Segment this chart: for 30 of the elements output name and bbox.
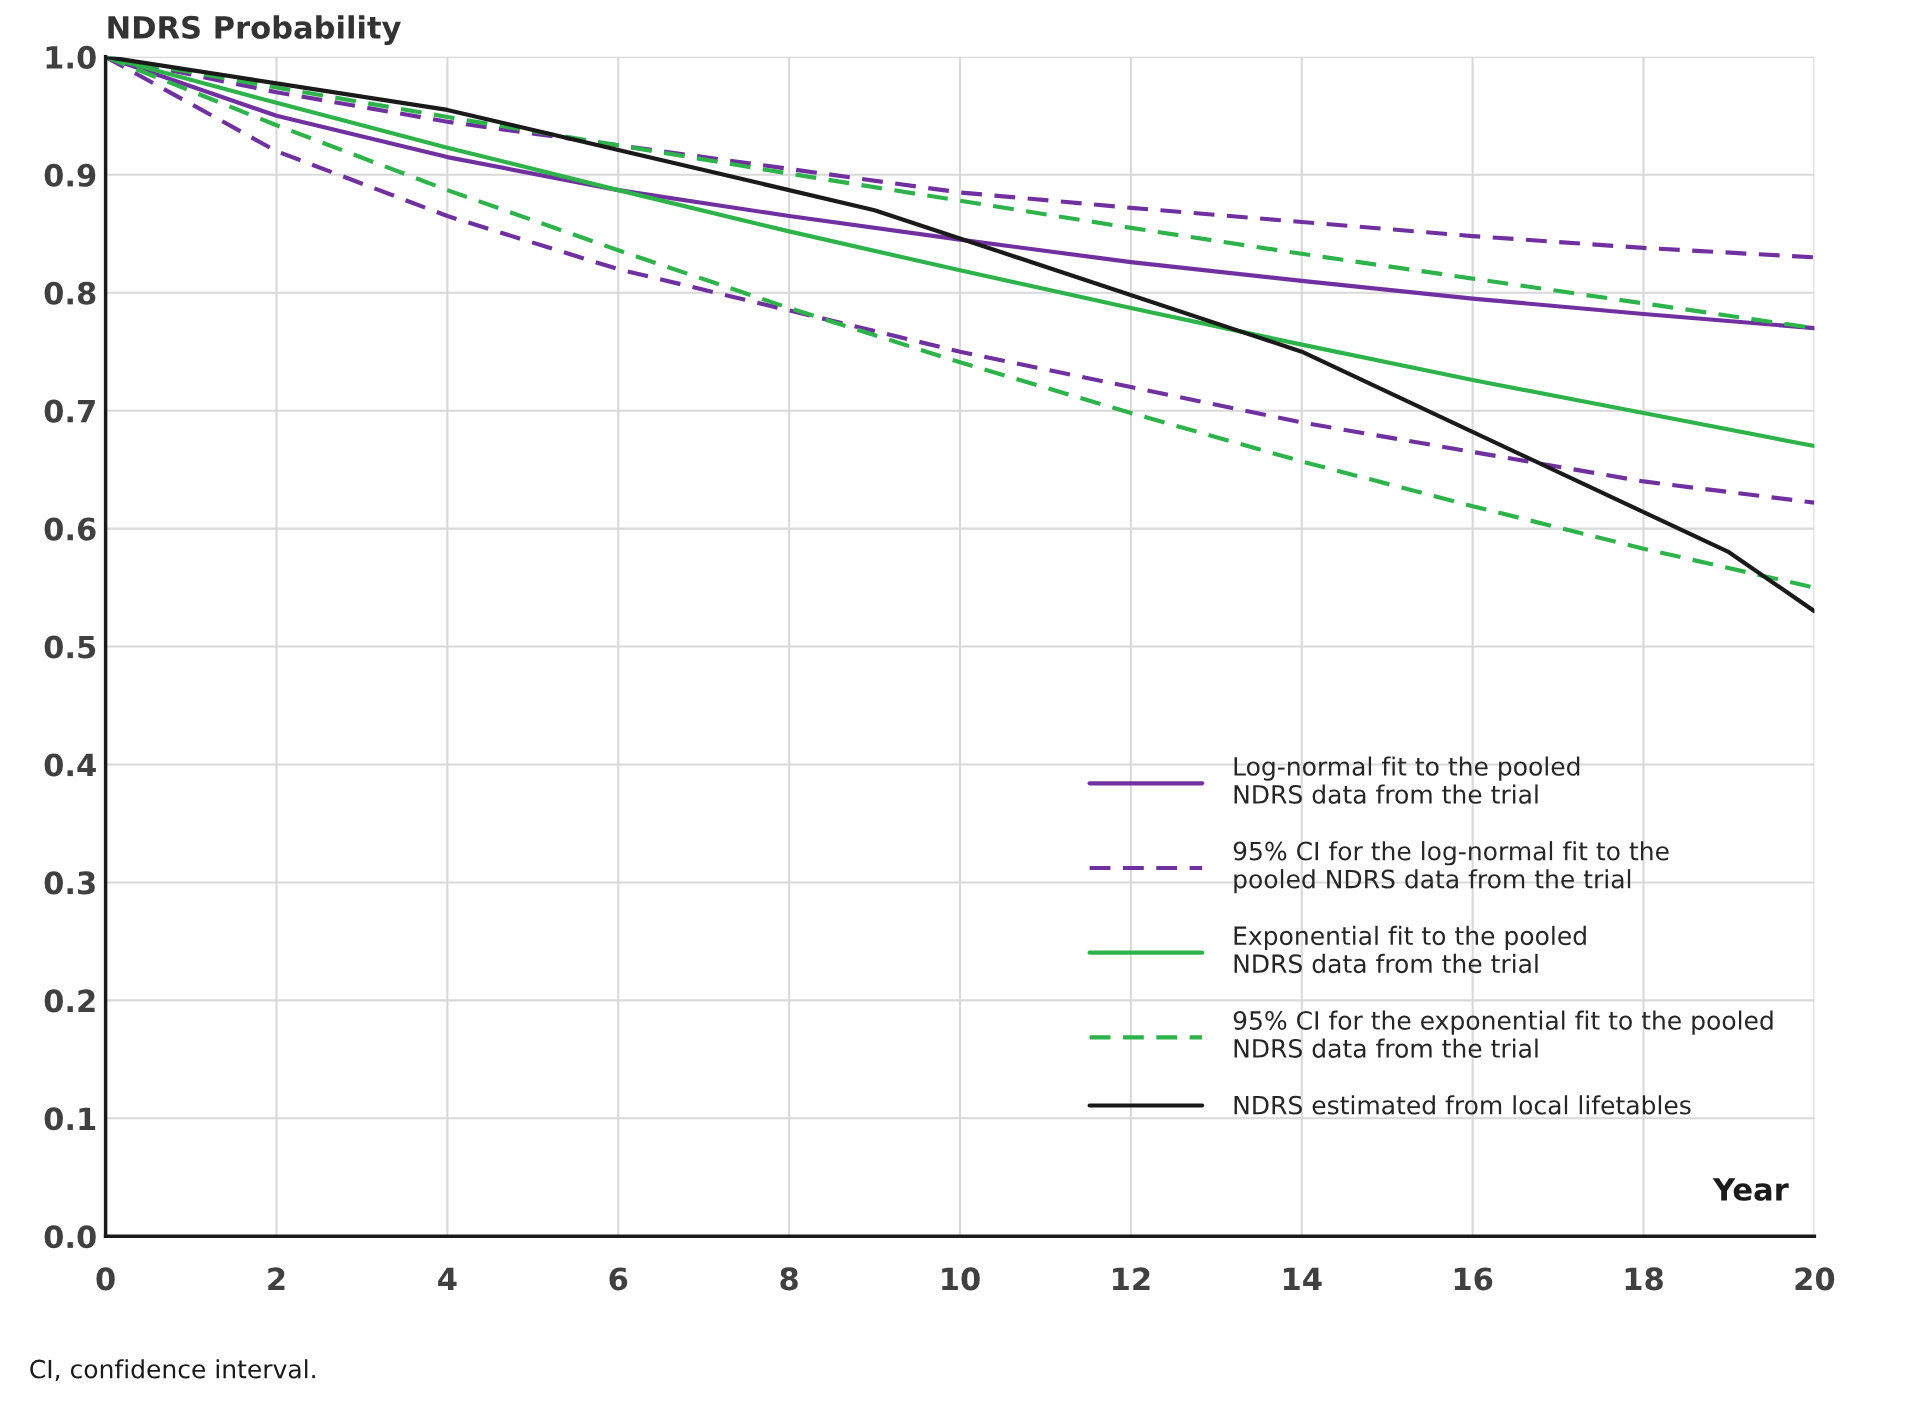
x-tick-label: 14	[1283, 1267, 1322, 1291]
x-tick-label: 2	[268, 1267, 285, 1291]
y-tick-label: 0.9	[44, 163, 96, 187]
legend-label: 95% CI for the log-normal fit to the pooled NDRS data from the trial	[1233, 841, 1669, 894]
legend-label: NDRS estimated from local lifetables	[1234, 1095, 1691, 1115]
y-tick-label: 0.8	[44, 281, 96, 305]
x-tick-label: 8	[780, 1267, 798, 1291]
text: CI, confidence interval.	[30, 1359, 315, 1382]
y-tick-label: 0.1	[44, 1107, 96, 1131]
x-tick-label: 10	[942, 1267, 980, 1291]
x-tick-label: 18	[1625, 1267, 1663, 1291]
x-tick-label: 16	[1454, 1267, 1493, 1291]
x-tick-label: 12	[1113, 1267, 1150, 1291]
legend-label: Exponential fit to the pooled NDRS data from the trial	[1234, 925, 1586, 974]
legend-label: 95% CI for the exponential fit to the pooled NDRS data from the trial	[1233, 1010, 1773, 1058]
y-tick-label: 0.0	[44, 1225, 96, 1249]
x-tick-label: 0	[96, 1267, 115, 1291]
x-axis-title: Year	[1712, 1178, 1789, 1201]
y-tick-label: 0.2	[44, 989, 95, 1013]
x-tick-label: 4	[438, 1267, 457, 1291]
y-tick-label: 0.3	[44, 871, 95, 895]
y-tick-label: 0.5	[44, 635, 96, 659]
y-axis-title: NDRS Probability	[108, 15, 401, 46]
legend-label: Log-normal fit to the pooled NDRS data from the trial	[1234, 756, 1580, 804]
y-tick-label: 0.6	[44, 517, 96, 541]
x-tick-label: 6	[609, 1267, 628, 1291]
x-tick-label: 20	[1795, 1267, 1835, 1291]
y-tick-label: 0.4	[44, 753, 96, 777]
y-tick-label: 0.7	[44, 399, 95, 423]
y-tick-label: 1.0	[46, 45, 96, 69]
